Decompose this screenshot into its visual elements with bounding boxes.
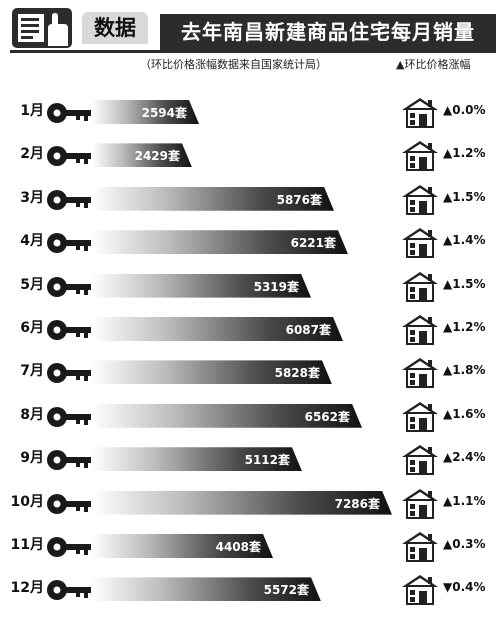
key-icon [46,275,92,303]
chart-row: 1月 2594套 ▲0.0% [0,92,500,132]
chart-row: 3月 5876套 ▲1.5% [0,179,500,219]
price-change-label: ▲1.5% [443,276,486,291]
bar [92,404,362,428]
month-label: 11月 [10,537,44,553]
price-change-label: ▲0.3% [443,537,486,551]
house-icon [400,487,440,523]
price-change-label: ▼0.4% [443,580,486,595]
bar-value-label: 6221套 [290,236,336,251]
key-icon [46,535,92,563]
key-icon [46,578,92,606]
chart-row: 9月 5112套 ▲2.4% [0,439,500,479]
chart-row: 12月 5572套 ▼0.4% [0,569,500,609]
chart-row: 4月 6221套 ▲1.4% [0,222,500,262]
section-tag: 数据 [82,12,148,44]
bar-value-label: 5572套 [263,583,309,598]
key-icon [46,188,92,216]
month-label: 4月 [20,233,44,250]
key-icon [46,144,92,172]
bar-value-label: 5828套 [274,366,320,381]
chart-row: 11月 4408套 ▲0.3% [0,526,500,566]
data-source-note: （环比价格涨幅数据来自国家统计局） [140,58,327,71]
bar-value-label: 5319套 [253,279,299,294]
bar-value-label: 6087套 [285,323,331,337]
house-icon [400,183,440,219]
month-label: 2月 [20,146,44,163]
bar [92,577,321,601]
house-icon [400,443,440,479]
bar [92,274,311,298]
bar [92,317,343,341]
house-icon [400,530,440,566]
chart-row: 2月 2429套 ▲1.2% [0,135,500,175]
key-icon [46,448,92,476]
price-change-label: ▲1.5% [443,189,486,204]
bar [92,100,199,124]
month-label: 10月 [10,493,44,510]
month-label: 8月 [20,406,44,423]
bar [92,230,348,254]
month-label: 7月 [20,363,44,380]
month-label: 9月 [20,450,44,467]
bar-value-label: 2429套 [134,149,180,164]
chart-row: 5月 5319套 ▲1.5% [0,266,500,306]
month-label: 3月 [20,189,44,206]
legend: ▲环比价格涨幅 [396,58,471,71]
bar-value-label: 4408套 [215,540,261,554]
bar [92,143,192,167]
key-icon [46,231,92,259]
house-icon [400,356,440,392]
house-icon [400,96,440,132]
bar-value-label: 2594套 [141,106,187,120]
bar [92,360,332,384]
document-hand-icon [12,8,72,48]
price-change-label: ▲1.6% [443,406,486,421]
key-icon [46,101,92,129]
price-change-label: ▲0.0% [443,103,486,117]
price-change-label: ▲1.2% [443,146,486,161]
price-change-label: ▲2.4% [443,450,486,465]
month-label: 12月 [10,580,44,597]
price-change-label: ▲1.1% [443,493,486,508]
house-icon [400,400,440,436]
price-change-label: ▲1.4% [443,233,486,248]
house-icon [400,573,440,609]
key-icon [46,492,92,520]
bar-value-label: 6562套 [304,409,350,424]
header: 数据 去年南昌新建商品住宅每月销量 （环比价格涨幅数据来自国家统计局） ▲环比价… [0,0,500,84]
month-label: 1月 [20,103,44,119]
bar [92,447,302,471]
chart-row: 6月 6087套 ▲1.2% [0,309,500,349]
chart-row: 7月 5828套 ▲1.8% [0,352,500,392]
bar [92,187,334,211]
key-icon [46,318,92,346]
chart-title: 去年南昌新建商品住宅每月销量 [160,14,496,50]
bar [92,491,392,515]
bar-value-label: 7286套 [334,496,380,511]
bar-value-label: 5112套 [244,453,290,468]
house-icon [400,226,440,262]
bar-value-label: 5876套 [276,192,322,207]
chart-row: 8月 6562套 ▲1.6% [0,396,500,436]
header-rule [10,50,496,53]
price-change-label: ▲1.8% [443,363,486,378]
house-icon [400,270,440,306]
house-icon [400,139,440,175]
month-label: 6月 [20,320,44,336]
price-change-label: ▲1.2% [443,320,486,334]
key-icon [46,361,92,389]
house-icon [400,313,440,349]
bar-chart: 1月 2594套 ▲0.0% 2月 2429套 ▲1.2% 3月 5876套 ▲1.5% 4月 62… [0,92,500,618]
month-label: 5月 [20,276,44,293]
key-icon [46,405,92,433]
bar [92,534,273,558]
chart-row: 10月 7286套 ▲1.1% [0,483,500,523]
